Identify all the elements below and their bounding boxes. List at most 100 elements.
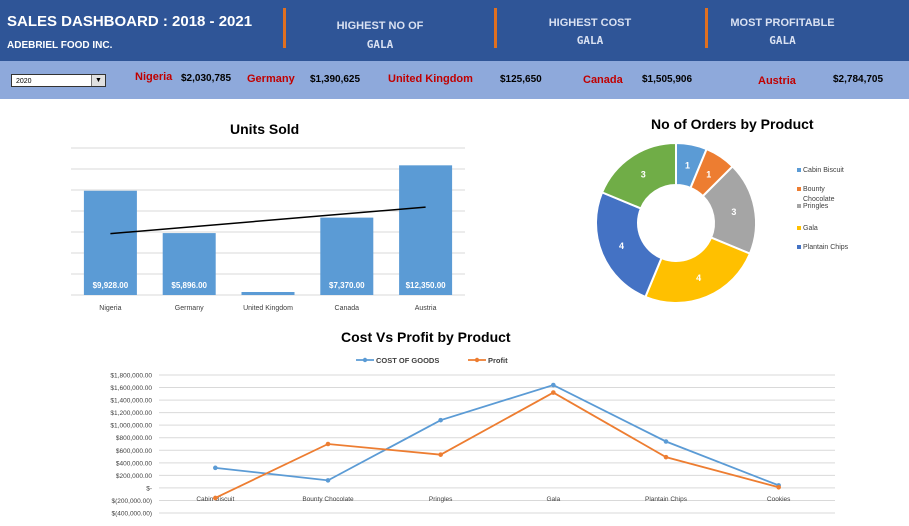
legend-label: COST OF GOODS [376, 356, 439, 365]
legend-swatch [797, 226, 801, 230]
data-point [663, 454, 669, 460]
legend-swatch [797, 204, 801, 208]
x-tick-label: Bounty Chocolate [302, 496, 354, 503]
legend-label: Gala [803, 225, 818, 232]
x-tick-label: Germany [175, 305, 204, 312]
bar-data-label: $12,350.00 [406, 281, 447, 290]
kpi-highest-cost-value: GALA [576, 34, 604, 47]
data-point [325, 441, 331, 447]
x-tick-label: Cookies [767, 496, 791, 503]
data-point [213, 465, 218, 471]
y-tick-label: $(400,000.00) [112, 511, 152, 518]
bar-united-kingdom [241, 292, 295, 295]
legend-swatch [797, 168, 801, 172]
data-point [213, 495, 218, 501]
slice-data-label: 1 [706, 169, 711, 179]
x-tick-label: Austria [415, 305, 437, 312]
legend-label: Cabin Biscuit [803, 167, 844, 174]
legend-swatch [797, 187, 801, 191]
kpi-most-profitable-label: MOST PROFITABLE [730, 17, 835, 29]
bar-data-label: $5,896.00 [171, 281, 207, 290]
year-dropdown[interactable]: 2020 ▼ [11, 74, 106, 87]
year-dropdown-value: 2020 [16, 78, 32, 85]
kpi-highest-orders-label: HIGHEST NO OF [336, 20, 424, 32]
data-point [663, 439, 669, 444]
trendline [110, 206, 426, 235]
y-tick-label: $400,000.00 [116, 460, 153, 467]
data-point [551, 382, 556, 388]
slice-data-label: 3 [731, 207, 736, 217]
series-line-cost-of-goods [215, 384, 779, 487]
slice-gala [644, 236, 752, 304]
slice-data-label: 4 [619, 241, 624, 251]
slice-plantain-chips [595, 191, 663, 299]
cost-profit-line-chart: $1,800,000.00 $1,600,000.00 $1,400,000.00 $… [110, 356, 835, 518]
data-point [438, 417, 443, 423]
data-point [776, 484, 781, 490]
bar-data-label: $7,370.00 [329, 281, 365, 290]
country-name-austria: Austria [758, 75, 796, 87]
x-tick-label: United Kingdom [243, 305, 293, 312]
slice-cookies [600, 141, 677, 210]
y-tick-label: $1,400,000.00 [110, 398, 152, 405]
kpi-divider [283, 8, 286, 48]
kpi-divider [494, 8, 497, 48]
bar-austria [399, 165, 453, 295]
slice-data-label: 4 [696, 273, 701, 283]
cost-vs-profit-title: Cost Vs Profit by Product [341, 329, 511, 345]
y-tick-label: $600,000.00 [116, 448, 153, 455]
y-tick-label: $1,600,000.00 [110, 385, 152, 392]
y-tick-label: $(200,000.00) [112, 498, 152, 505]
kpi-highest-orders-value: GALA [366, 38, 394, 51]
y-tick-label: $1,000,000.00 [110, 423, 152, 430]
country-value-uk: $125,650 [500, 74, 542, 85]
company-name: ADEBRIEL FOOD INC. [7, 40, 113, 51]
y-tick-label: $800,000.00 [116, 435, 153, 442]
orders-donut-chart: 1 1 3 4 4 3 Cabin Biscuit Bounty ChocolatePringl… [595, 141, 849, 304]
dashboard-title: SALES DASHBOARD : 2018 - 2021 [7, 13, 253, 30]
country-name-canada: Canada [583, 74, 623, 86]
country-value-germany: $1,390,625 [310, 74, 361, 85]
kpi-divider [705, 8, 708, 48]
y-tick-label: $- [146, 485, 152, 492]
kpi-highest-cost-label: HIGHEST COST [548, 17, 632, 29]
country-name-nigeria: Nigeria [135, 71, 173, 83]
units-sold-title: Units Sold [230, 121, 300, 137]
x-tick-label: Plantain Chips [645, 496, 688, 503]
series-line-profit [214, 391, 779, 499]
bar-nigeria [83, 190, 137, 295]
country-name-uk: United Kingdom [388, 73, 473, 85]
data-point [551, 390, 556, 395]
data-point [438, 452, 443, 457]
bar-canada [320, 217, 374, 295]
country-summary-bar [0, 61, 909, 99]
y-tick-label: $200,000.00 [116, 473, 153, 480]
country-value-austria: $2,784,705 [833, 74, 884, 85]
legend-label: Profit [488, 356, 508, 365]
legend-label: Pringles [803, 203, 829, 210]
legend-marker [474, 357, 480, 363]
country-name-germany: Germany [247, 73, 295, 85]
country-value-canada: $1,505,906 [642, 74, 693, 85]
y-tick-label: $1,200,000.00 [110, 410, 152, 417]
x-tick-label: Nigeria [99, 305, 121, 312]
dashboard-header: SALES DASHBOARD : 2018 - 2021 ADEBRIEL F… [0, 0, 909, 61]
units-sold-chart: $9,928.00 Nigeria $5,896.00 Germany United K… [71, 147, 465, 312]
y-tick-label: $1,800,000.00 [110, 373, 152, 380]
slice-data-label: 3 [641, 169, 646, 179]
slice-data-label: 1 [685, 161, 690, 171]
data-point [325, 478, 331, 483]
bar-germany [162, 233, 216, 295]
country-value-nigeria: $2,030,785 [181, 73, 232, 84]
x-tick-label: Pringles [429, 496, 453, 503]
bar-data-label: $9,928.00 [93, 281, 129, 290]
legend-label: Plantain Chips [803, 244, 849, 251]
legend-swatch [797, 245, 801, 249]
x-tick-label: Gala [546, 496, 560, 503]
orders-by-product-title: No of Orders by Product [651, 116, 814, 132]
kpi-most-profitable-value: GALA [769, 34, 796, 47]
legend-label: Bounty Chocolate [803, 186, 835, 203]
chevron-down-icon[interactable]: ▼ [91, 75, 105, 86]
x-tick-label: Canada [335, 305, 360, 312]
legend-marker [362, 357, 368, 363]
